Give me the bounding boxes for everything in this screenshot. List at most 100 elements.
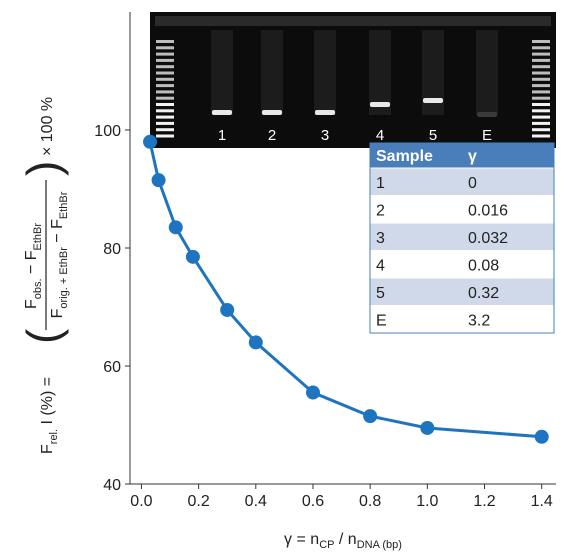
lane-label: 4 — [376, 127, 384, 144]
table-cell: 0.016 — [468, 203, 508, 220]
table-cell: 0.032 — [468, 230, 508, 247]
y-label-lhs: Frel. I (%) = — [39, 377, 60, 454]
x-tick-label: 0.8 — [359, 493, 381, 510]
table-cell: 4 — [376, 258, 385, 275]
ladder-band — [156, 65, 174, 69]
gel-band — [315, 110, 335, 115]
y-label-paren: ( — [17, 328, 69, 344]
data-point — [305, 385, 320, 400]
gel-band — [423, 98, 443, 103]
x-tick-label: 0.4 — [245, 493, 267, 510]
ladder-band — [156, 103, 174, 106]
table-border — [369, 142, 555, 334]
y-label-part: − F — [49, 219, 66, 247]
ladder-band — [156, 128, 174, 132]
ladder-band — [156, 84, 174, 88]
data-point — [248, 335, 263, 350]
gel-band — [212, 110, 232, 115]
data-point — [534, 429, 549, 444]
x-tick-label: 0.6 — [302, 493, 324, 510]
x-label-part: / n — [334, 531, 356, 548]
table-cell: 1 — [376, 175, 385, 192]
y-label-part: obs. — [32, 278, 44, 299]
lane-label: 5 — [429, 127, 437, 144]
x-axis-label: γ = nCP / nDNA (bp) — [284, 531, 402, 551]
ladder-band — [532, 121, 550, 125]
ladder-band — [532, 71, 550, 75]
y-label-part: rel. — [48, 429, 60, 444]
table-row-bg — [369, 222, 555, 251]
table-row-bg — [369, 305, 555, 334]
ladder-band — [156, 134, 174, 138]
lane-smear — [369, 30, 391, 115]
ladder-band — [532, 109, 550, 113]
table-row-bg — [369, 167, 555, 196]
ladder-band — [156, 115, 174, 119]
gel-band — [370, 102, 390, 107]
ladder-band — [532, 52, 550, 56]
table-cell: 3.2 — [468, 313, 490, 330]
ladder-band — [156, 90, 174, 94]
x-tick-label: 0.2 — [187, 493, 209, 510]
table-header: γ — [468, 148, 477, 165]
table-cell: 2 — [376, 203, 385, 220]
table-cell: 3 — [376, 230, 385, 247]
y-label-part: F — [49, 308, 66, 318]
ladder-band — [156, 77, 174, 81]
table-cell: 0.32 — [468, 285, 499, 302]
data-point — [220, 302, 235, 317]
gel-band — [477, 112, 497, 117]
ladder-band — [532, 65, 550, 69]
y-label-part: F — [39, 444, 56, 454]
ladder-band — [532, 58, 550, 62]
data-point — [185, 249, 200, 264]
ladder-band — [156, 40, 174, 43]
x-tick-label: 1.2 — [473, 493, 495, 510]
ladder-band — [532, 46, 550, 50]
lane-smear — [211, 30, 233, 115]
lane-label: E — [482, 127, 492, 144]
table-header: Sample — [376, 148, 433, 165]
inset-table: Sample γ 1 0 2 0.016 3 0.032 4 0.08 5 0.32 E 3.2 — [369, 142, 555, 334]
table-row-bg — [369, 195, 555, 224]
table-cell: 0.08 — [468, 258, 499, 275]
table-cell: 5 — [376, 285, 385, 302]
y-tick-label: 80 — [103, 241, 121, 258]
ladder-band — [532, 40, 550, 43]
ladder-band — [156, 71, 174, 75]
data-point — [363, 409, 378, 424]
ladder-band — [156, 58, 174, 62]
y-tick-label: 100 — [94, 123, 121, 140]
ladder-band — [532, 77, 550, 81]
x-label-part: DNA (bp) — [357, 539, 402, 551]
series-line — [148, 141, 542, 439]
lane-smear — [422, 30, 444, 115]
y-label-part: I (%) = — [39, 377, 56, 429]
y-label-part: EthBr — [32, 223, 44, 251]
x-tick-label: 1.0 — [416, 493, 438, 510]
y-label-part: − F — [23, 250, 40, 278]
lane-label: 1 — [218, 127, 226, 144]
table-header-bg — [370, 143, 554, 168]
lane-smear — [314, 30, 336, 115]
x-tick-label: 0.0 — [130, 493, 152, 510]
y-tick-label: 60 — [103, 359, 121, 376]
y-axis-label: Frel. I (%) = ( Fobs. − FEthBr Forig. + … — [17, 97, 70, 454]
data-point — [420, 420, 435, 435]
y-label-part: orig. + EthBr — [58, 247, 70, 309]
lane-label: 2 — [268, 127, 276, 144]
ladder-band — [532, 103, 550, 106]
x-label-part: γ = n — [284, 531, 319, 548]
ladder-band — [532, 96, 550, 100]
gel-image: 1 2 3 4 5 E — [150, 12, 556, 148]
y-label-part: EthBr — [58, 191, 70, 219]
ladder-band — [532, 128, 550, 132]
ladder-band — [532, 90, 550, 94]
y-tick-label: 40 — [103, 477, 121, 494]
y-label-denominator: Forig. + EthBr − FEthBr — [49, 191, 70, 318]
y-label-part: F — [23, 299, 40, 309]
table-cell: 0 — [468, 175, 477, 192]
table-row-bg — [369, 277, 555, 306]
